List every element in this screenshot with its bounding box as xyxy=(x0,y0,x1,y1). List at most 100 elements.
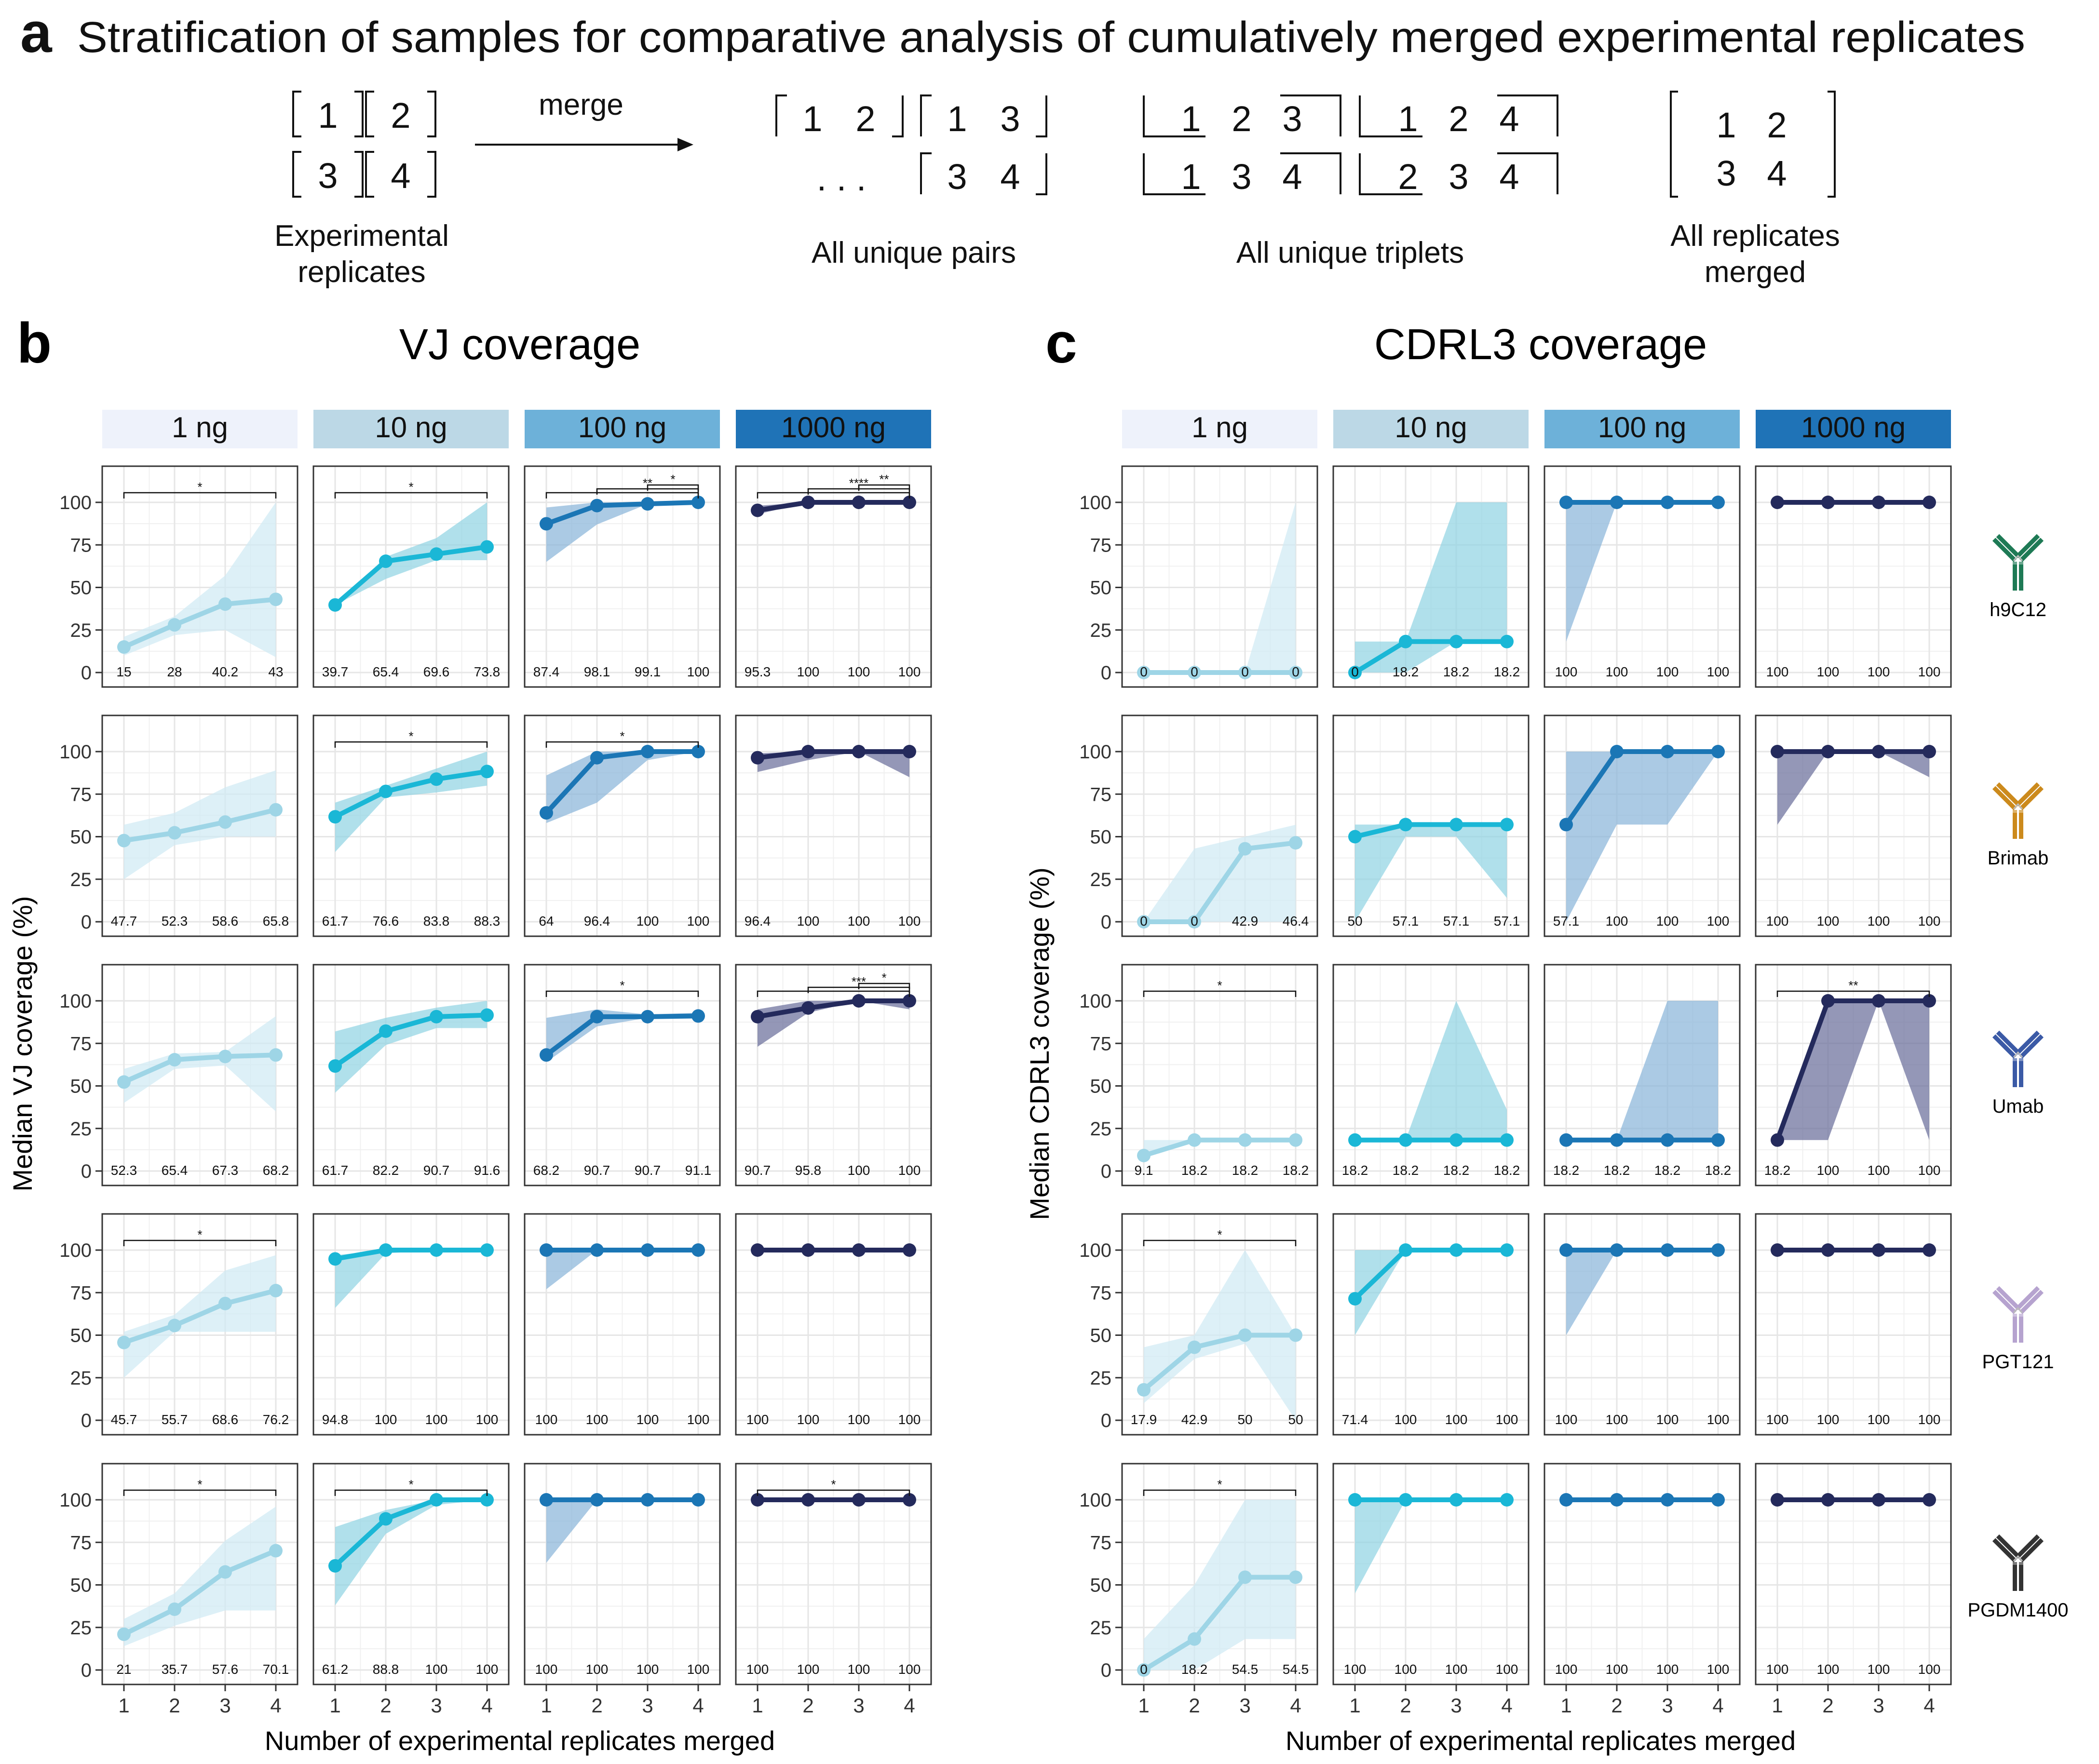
antibody-label: Umab xyxy=(1992,1096,2044,1117)
y-tick-label: 75 xyxy=(70,535,92,556)
range-ribbon xyxy=(546,502,698,562)
range-ribbon xyxy=(1355,502,1507,673)
range-ribbon xyxy=(1777,752,1929,825)
data-label: 73.8 xyxy=(474,664,501,679)
data-point xyxy=(1238,1133,1252,1147)
data-label: 96.4 xyxy=(584,914,610,929)
y-tick-label: 0 xyxy=(81,1660,92,1681)
replicates-label: Experimental xyxy=(274,219,449,253)
facet-panel: 100 100 100 100 * xyxy=(735,1463,932,1685)
data-point xyxy=(1137,1383,1151,1397)
facet-strip-label: 100 ng xyxy=(1598,411,1687,444)
data-label: 46.4 xyxy=(1283,914,1309,929)
data-label: 42.9 xyxy=(1232,914,1259,929)
panel-border xyxy=(1544,1463,1741,1685)
data-point xyxy=(1500,634,1514,648)
merged-digit: 2 xyxy=(1767,105,1787,145)
significance-bracket xyxy=(1143,1239,1297,1246)
data-point xyxy=(1872,496,1885,509)
panel-a: a Stratification of samples for comparat… xyxy=(20,1,2025,289)
data-label: 98.1 xyxy=(584,664,610,679)
data-point xyxy=(903,1493,916,1507)
range-ribbon xyxy=(1566,1250,1718,1335)
data-point xyxy=(590,1243,604,1257)
panel-border xyxy=(1755,465,1952,688)
panel-border xyxy=(1544,964,1741,1186)
data-label: 100 xyxy=(1445,1412,1468,1427)
facet-panel: 100 100 100 100 xyxy=(1544,1213,1741,1436)
data-label: 18.2 xyxy=(1764,1163,1791,1178)
data-label: 100 xyxy=(848,1163,870,1178)
data-point xyxy=(641,1493,654,1507)
data-point xyxy=(1137,1663,1151,1677)
median-line xyxy=(1353,1248,1507,1301)
panel-border xyxy=(312,465,510,688)
significance-bracket xyxy=(757,1489,910,1496)
y-tick-label: 100 xyxy=(1079,1240,1111,1261)
range-ribbon xyxy=(1566,752,1718,922)
median-line xyxy=(757,500,909,513)
facet-panel: 50 57.1 57.1 57.1 xyxy=(1332,714,1530,937)
data-point xyxy=(430,1010,443,1023)
data-label: 57.1 xyxy=(1494,914,1520,929)
panel-border xyxy=(312,1463,510,1685)
triplets-label: All unique triplets xyxy=(1236,236,1464,269)
data-point xyxy=(218,1050,232,1064)
x-tick-label: 3 xyxy=(1239,1694,1250,1717)
data-label: 18.2 xyxy=(1443,1163,1470,1178)
data-label: 100 xyxy=(898,914,921,929)
facet-panel: 87.4 98.1 99.1 100** * xyxy=(524,465,721,688)
panel-border xyxy=(312,1213,510,1436)
data-point xyxy=(540,1048,553,1062)
range-ribbon xyxy=(335,1500,487,1605)
data-label: 42.9 xyxy=(1181,1412,1208,1427)
data-point xyxy=(269,1048,283,1062)
significance-bracket xyxy=(647,484,699,491)
x-tick-label: 4 xyxy=(1290,1694,1301,1717)
data-point xyxy=(691,1493,705,1507)
facet-strip xyxy=(1122,410,1317,448)
data-point xyxy=(1399,1133,1412,1147)
range-ribbon xyxy=(758,752,909,777)
data-point xyxy=(1449,1243,1463,1257)
data-point xyxy=(1188,1133,1201,1147)
median-line xyxy=(123,807,277,843)
data-label: 57.6 xyxy=(212,1662,239,1677)
data-label: 50 xyxy=(1237,1412,1252,1427)
data-point xyxy=(1348,666,1362,679)
significance-stars: * xyxy=(408,729,413,743)
data-point xyxy=(480,765,494,779)
data-point xyxy=(168,1602,181,1616)
data-label: 65.4 xyxy=(162,1163,188,1178)
facet-panel: 18.2 18.2 18.2 18.2 xyxy=(1544,964,1741,1186)
data-label: 100 xyxy=(898,664,921,679)
significance-bracket xyxy=(757,492,910,498)
facet-panel: 9.1 18.2 18.2 18.2 * xyxy=(1121,964,1318,1186)
data-point xyxy=(1559,1243,1573,1257)
data-point xyxy=(1923,994,1936,1008)
y-tick-label: 75 xyxy=(70,1282,92,1304)
data-point xyxy=(1771,1243,1784,1257)
data-label: 100 xyxy=(1868,664,1890,679)
y-tick-label: 50 xyxy=(70,1575,92,1596)
data-label: 18.2 xyxy=(1443,664,1470,679)
x-tick-label: 1 xyxy=(1349,1694,1360,1717)
data-point xyxy=(1137,915,1151,929)
data-label: 100 xyxy=(797,1412,820,1427)
data-label: 21 xyxy=(116,1662,131,1677)
panel-border xyxy=(1332,964,1530,1186)
data-label: 100 xyxy=(848,1412,870,1427)
data-point xyxy=(1238,842,1252,856)
data-label: 58.6 xyxy=(212,914,239,929)
data-label: 100 xyxy=(687,664,710,679)
data-label: 100 xyxy=(1656,664,1679,679)
panel-border xyxy=(101,964,298,1186)
x-tick-label: 1 xyxy=(1772,1694,1783,1717)
significance-stars: * xyxy=(620,729,624,743)
significance-bracket xyxy=(1143,1489,1297,1496)
facet-panel: 100 100 100 100 xyxy=(1755,465,1952,688)
y-tick-label: 25 xyxy=(70,1617,92,1639)
data-point xyxy=(1559,1493,1573,1507)
y-tick-label: 100 xyxy=(59,1240,92,1261)
